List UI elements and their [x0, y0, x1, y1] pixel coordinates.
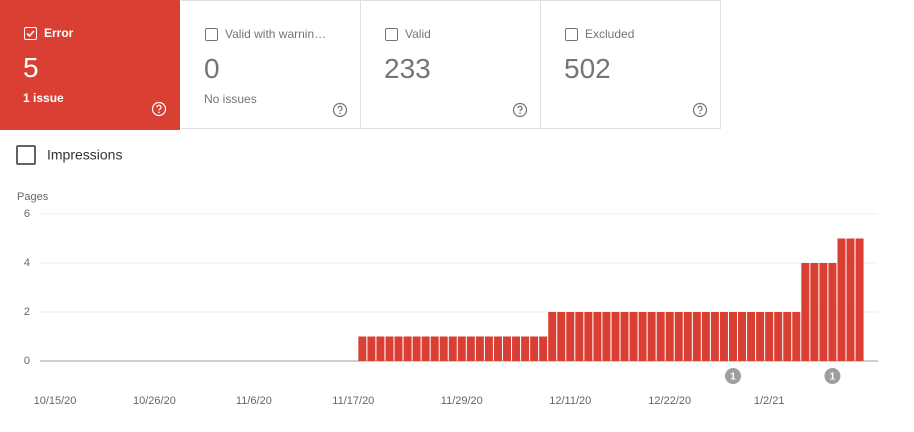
bar — [665, 312, 674, 361]
bar — [710, 312, 719, 361]
bar — [638, 312, 647, 361]
bar — [819, 263, 828, 361]
bar — [439, 336, 448, 361]
y-tick-label: 4 — [24, 257, 30, 269]
card-subtitle: 1 issue — [23, 91, 64, 105]
bar — [493, 336, 502, 361]
x-tick-label: 11/17/20 — [332, 395, 374, 407]
bar — [584, 312, 593, 361]
card-value: 502 — [564, 53, 611, 84]
x-tick-label: 11/6/20 — [236, 395, 272, 407]
bar — [765, 312, 774, 361]
bar — [521, 336, 530, 361]
bar — [503, 336, 511, 361]
annotation-marker — [725, 368, 741, 384]
bar — [656, 312, 665, 361]
bar — [620, 312, 629, 361]
bar — [403, 336, 412, 361]
bar — [792, 312, 801, 361]
bar — [738, 312, 747, 361]
bar — [701, 312, 710, 361]
impressions-label[interactable]: Impressions — [47, 147, 122, 163]
bar — [602, 312, 611, 361]
bar — [367, 336, 376, 361]
x-tick-label: 12/11/20 — [549, 395, 591, 407]
bar — [828, 263, 837, 361]
bar — [430, 336, 439, 361]
bar — [421, 336, 430, 361]
x-tick-label: 11/29/20 — [441, 395, 483, 407]
bar — [692, 312, 701, 361]
bar — [629, 312, 638, 361]
bar — [674, 312, 683, 361]
bar — [593, 312, 602, 361]
x-tick-label: 10/26/20 — [133, 395, 176, 407]
bar — [575, 312, 584, 361]
bar — [376, 336, 385, 361]
bar — [810, 263, 819, 361]
x-tick-label: 12/22/20 — [648, 395, 691, 407]
help-icon — [512, 102, 528, 123]
bar — [548, 312, 557, 361]
card-value: 5 — [23, 52, 39, 83]
bar — [475, 336, 484, 361]
bar — [846, 238, 855, 361]
status-card[interactable]: Valid 233 — [361, 0, 541, 129]
bar — [484, 336, 493, 361]
status-card[interactable]: Valid with warnin… 0 No issues — [181, 0, 361, 129]
card-value: 0 — [204, 53, 220, 84]
y-axis-label: Pages — [17, 191, 49, 203]
bar — [457, 336, 466, 361]
card-checkbox — [385, 28, 398, 41]
bar — [837, 238, 846, 361]
bar — [855, 238, 864, 361]
status-card[interactable]: Error 5 1 issue — [0, 0, 180, 130]
annotation-marker — [824, 368, 841, 384]
bar — [611, 312, 620, 361]
x-tick-label: 1/2/21 — [754, 395, 785, 407]
y-tick-label: 2 — [24, 306, 30, 318]
bar — [801, 263, 810, 361]
card-label: Error — [44, 26, 74, 40]
bar — [566, 312, 575, 361]
card-label: Valid — [405, 27, 431, 41]
bar — [466, 336, 475, 361]
bar — [385, 336, 394, 361]
help-icon — [151, 101, 167, 122]
bar — [394, 336, 403, 361]
annotation-label: 1 — [730, 372, 736, 383]
bar — [783, 312, 792, 361]
bar — [530, 336, 539, 361]
card-checkbox — [24, 27, 37, 40]
help-icon — [332, 102, 348, 123]
annotation-label: 1 — [830, 372, 836, 383]
bar — [729, 312, 737, 361]
card-label: Excluded — [585, 27, 635, 41]
bar — [683, 312, 692, 361]
x-tick-label: 10/15/20 — [34, 395, 77, 407]
bar — [756, 312, 765, 361]
bar — [448, 336, 457, 361]
status-card[interactable]: Excluded 502 — [541, 0, 721, 129]
bar — [412, 336, 421, 361]
card-value: 233 — [384, 53, 431, 84]
bar — [719, 312, 728, 361]
card-label: Valid with warnin… — [225, 27, 327, 41]
bar — [358, 336, 367, 361]
bar — [747, 312, 756, 361]
card-subtitle: No issues — [204, 92, 257, 106]
bar — [774, 312, 783, 361]
card-checkbox — [565, 28, 578, 41]
bar — [512, 336, 521, 361]
bar — [539, 336, 548, 361]
bar — [647, 312, 656, 361]
y-tick-label: 6 — [24, 208, 30, 220]
help-icon — [692, 102, 708, 123]
impressions-checkbox[interactable] — [16, 145, 36, 165]
bar — [557, 312, 566, 361]
y-tick-label: 0 — [24, 355, 30, 367]
card-checkbox — [205, 28, 218, 41]
